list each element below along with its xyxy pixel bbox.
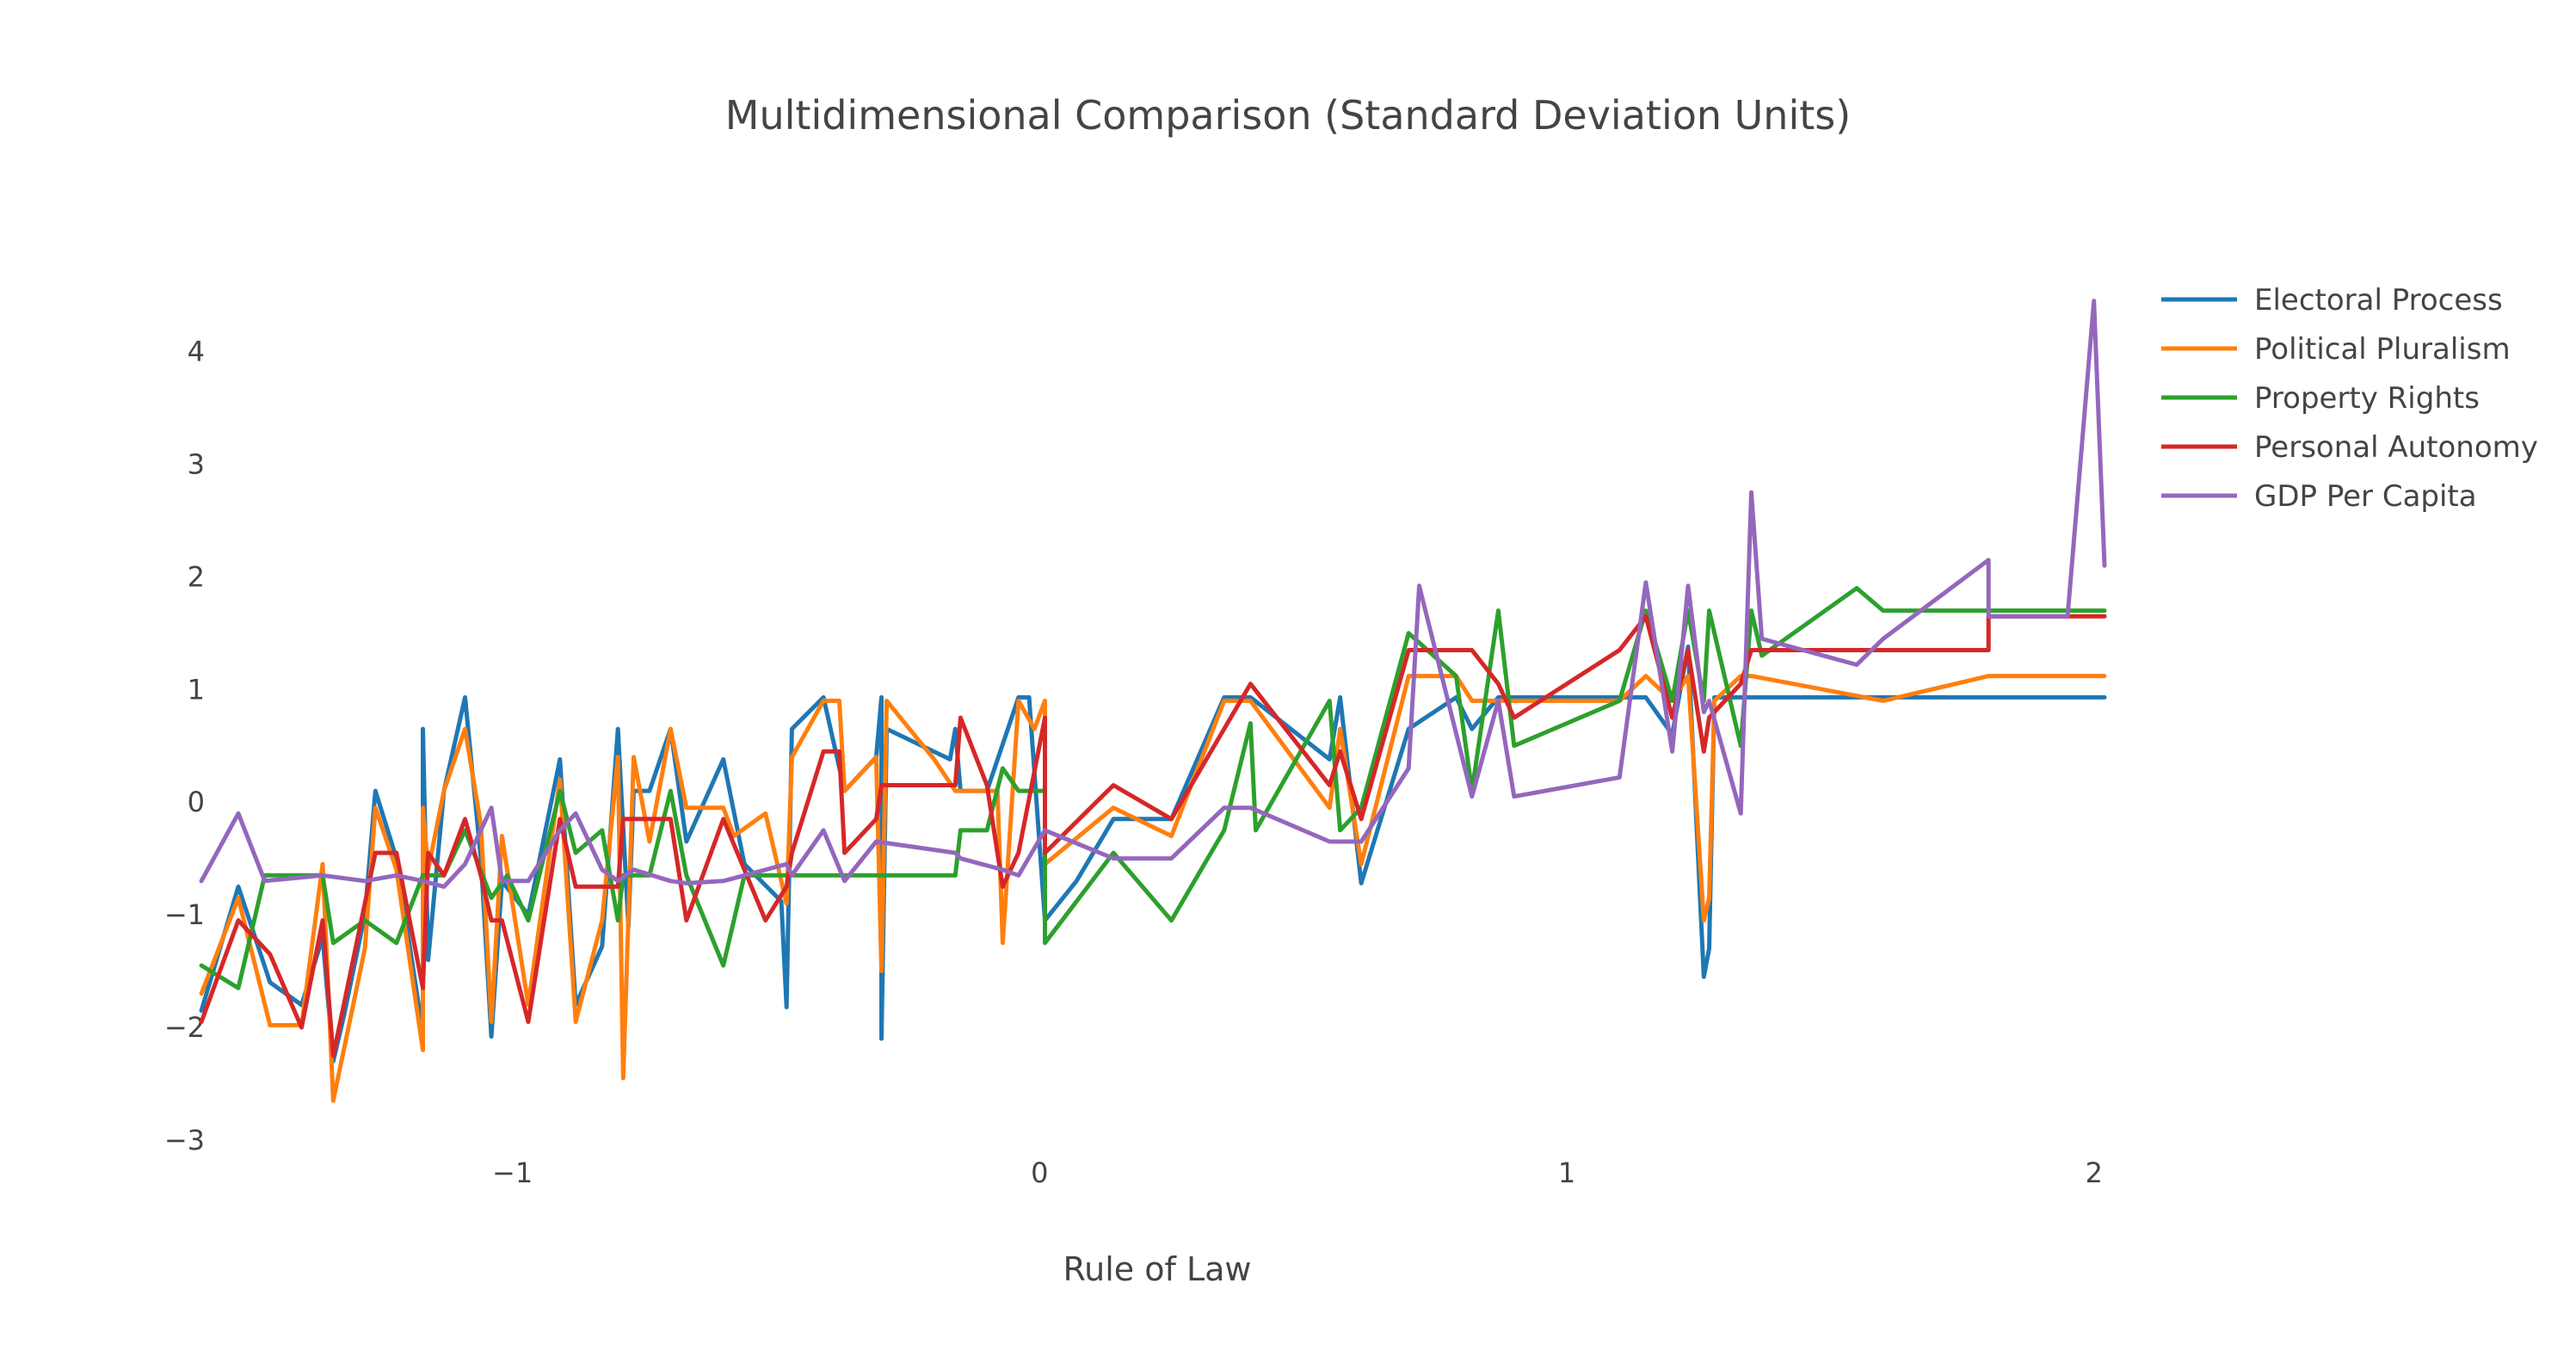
y-tick-label: −2 xyxy=(164,1011,205,1044)
x-tick-label: −1 xyxy=(492,1157,533,1189)
y-tick-label: 4 xyxy=(188,336,205,368)
series-line-gdp-per-capita xyxy=(199,299,2107,889)
legend-item-electoral-process[interactable]: Electoral Process xyxy=(2161,283,2503,318)
x-tick-label: 2 xyxy=(2086,1157,2103,1189)
y-tick-label: 0 xyxy=(188,786,205,818)
legend-item-property-rights[interactable]: Property Rights xyxy=(2161,381,2480,416)
legend-label: Electoral Process xyxy=(2254,283,2503,318)
y-tick-label: −3 xyxy=(164,1124,205,1157)
chart-title: Multidimensional Comparison (Standard De… xyxy=(725,92,1851,139)
y-tick-label: 1 xyxy=(188,673,205,706)
series-line-political-pluralism xyxy=(199,674,2107,1103)
legend-item-gdp-per-capita[interactable]: GDP Per Capita xyxy=(2161,479,2477,514)
x-axis-title: Rule of Law xyxy=(1063,1250,1251,1288)
y-tick-label: 2 xyxy=(188,560,205,593)
legend-item-political-pluralism[interactable]: Political Pluralism xyxy=(2161,332,2511,367)
legend-label: Political Pluralism xyxy=(2254,332,2511,367)
y-axis-ticks: −3 −2 −1 0 1 2 3 4 xyxy=(164,336,205,1157)
legend-label: Property Rights xyxy=(2254,381,2480,416)
legend-item-personal-autonomy[interactable]: Personal Autonomy xyxy=(2161,430,2538,465)
series-lines xyxy=(199,299,2107,1103)
series-line-personal-autonomy xyxy=(199,614,2107,1058)
x-tick-label: 0 xyxy=(1031,1157,1048,1189)
legend-label: GDP Per Capita xyxy=(2254,479,2477,514)
y-tick-label: −1 xyxy=(164,898,205,931)
legend: Electoral Process Political Pluralism Prop… xyxy=(2161,283,2538,514)
x-tick-label: 1 xyxy=(1558,1157,1575,1189)
x-axis-ticks: −1 0 1 2 xyxy=(492,1157,2103,1189)
legend-label: Personal Autonomy xyxy=(2254,430,2538,465)
y-tick-label: 3 xyxy=(188,447,205,480)
series-line-electoral-process xyxy=(199,645,2107,1064)
